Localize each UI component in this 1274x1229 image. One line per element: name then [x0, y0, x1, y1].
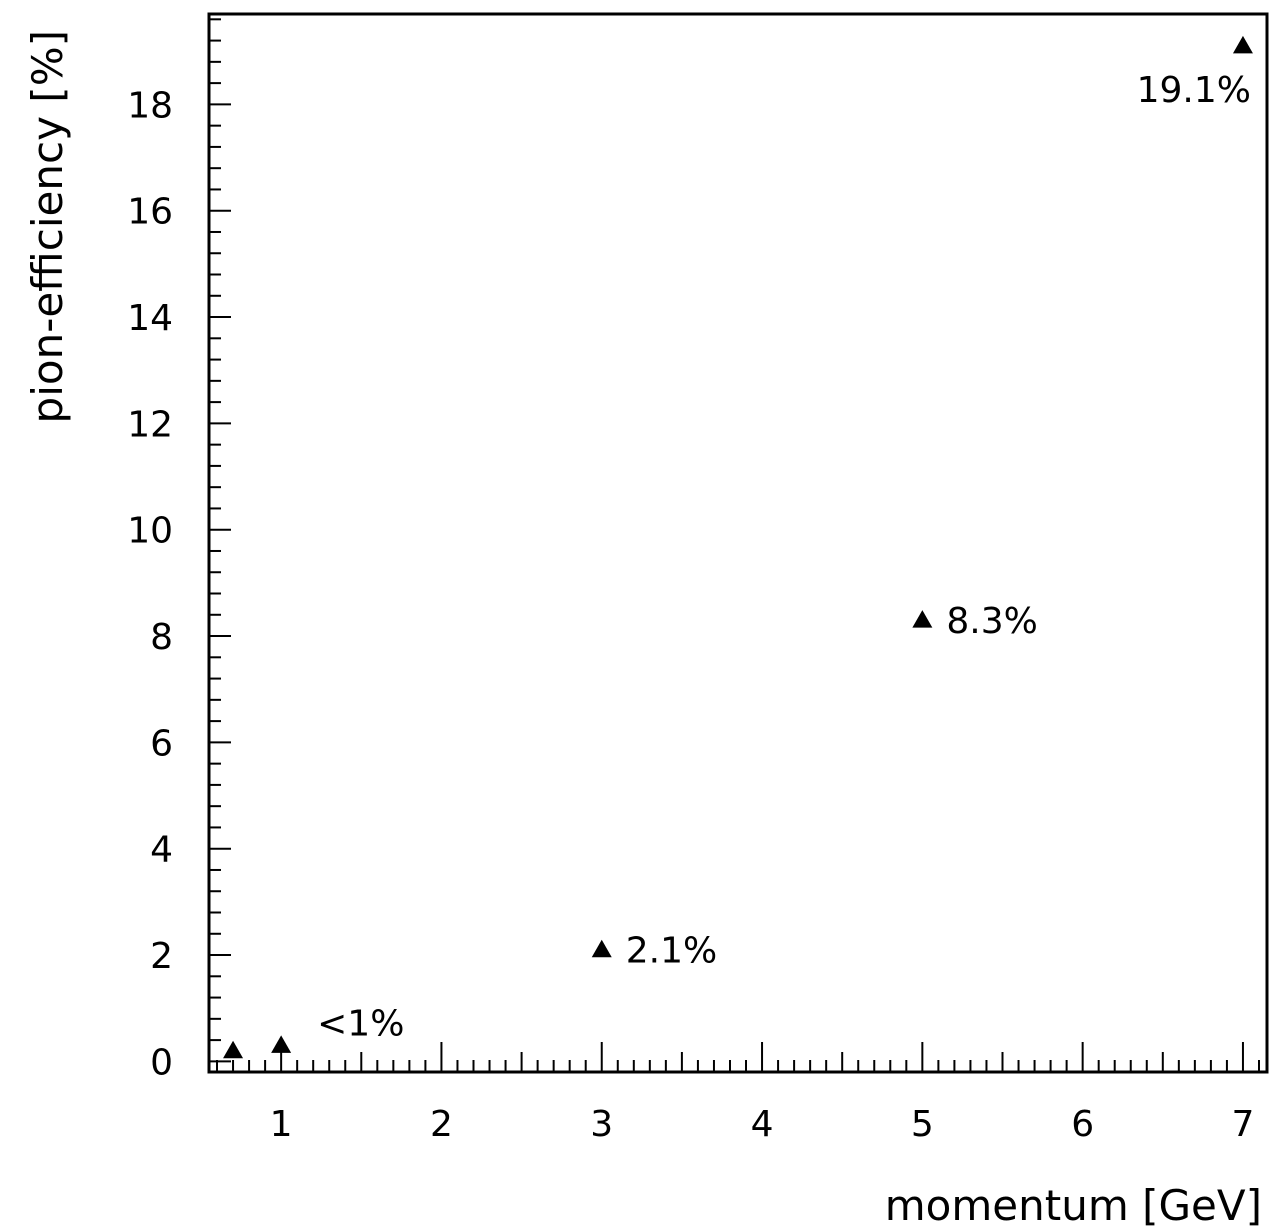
x-tick-label: 7 — [1232, 1104, 1255, 1145]
data-annotations: <1% 2.1% 8.3% 19.1% — [317, 70, 1251, 1045]
data-point-marker — [912, 610, 933, 628]
x-tick-label: 2 — [430, 1104, 453, 1145]
x-tick-label: 1 — [270, 1104, 293, 1145]
y-tick-label: 14 — [127, 298, 173, 339]
data-point-marker — [271, 1035, 292, 1053]
y-axis-title: pion-efficiency [%] — [23, 30, 72, 423]
y-tick-label: 4 — [150, 830, 173, 871]
x-axis-tick-labels: 1 2 3 4 5 6 7 — [270, 1104, 1255, 1145]
data-point-label: 8.3% — [946, 601, 1037, 642]
y-axis-tick-labels: 0 2 4 6 8 10 12 14 16 18 — [127, 85, 173, 1083]
x-tick-label: 4 — [751, 1104, 774, 1145]
data-point-label: <1% — [317, 1003, 404, 1044]
data-markers — [223, 35, 1253, 1059]
x-tick-label: 3 — [590, 1104, 613, 1145]
y-tick-label: 2 — [150, 936, 173, 977]
x-tick-label: 5 — [911, 1104, 934, 1145]
data-point-label: 19.1% — [1137, 70, 1251, 111]
data-point-label: 2.1% — [626, 931, 717, 972]
x-tick-label: 6 — [1071, 1104, 1094, 1145]
y-axis-ticks — [209, 18, 231, 1063]
y-tick-label: 8 — [150, 617, 173, 658]
y-tick-label: 16 — [127, 192, 173, 233]
data-point-marker — [223, 1040, 244, 1059]
y-tick-label: 0 — [150, 1042, 173, 1083]
x-axis-title: momentum [GeV] — [885, 1181, 1262, 1229]
y-tick-label: 10 — [127, 511, 173, 552]
plot-frame — [207, 12, 1269, 1074]
y-tick-label: 6 — [150, 723, 173, 764]
y-tick-label: 18 — [127, 85, 173, 126]
y-tick-label: 12 — [127, 404, 173, 445]
x-axis-ticks — [216, 1042, 1260, 1072]
data-point-marker — [1232, 35, 1253, 54]
data-point-marker — [591, 939, 612, 958]
